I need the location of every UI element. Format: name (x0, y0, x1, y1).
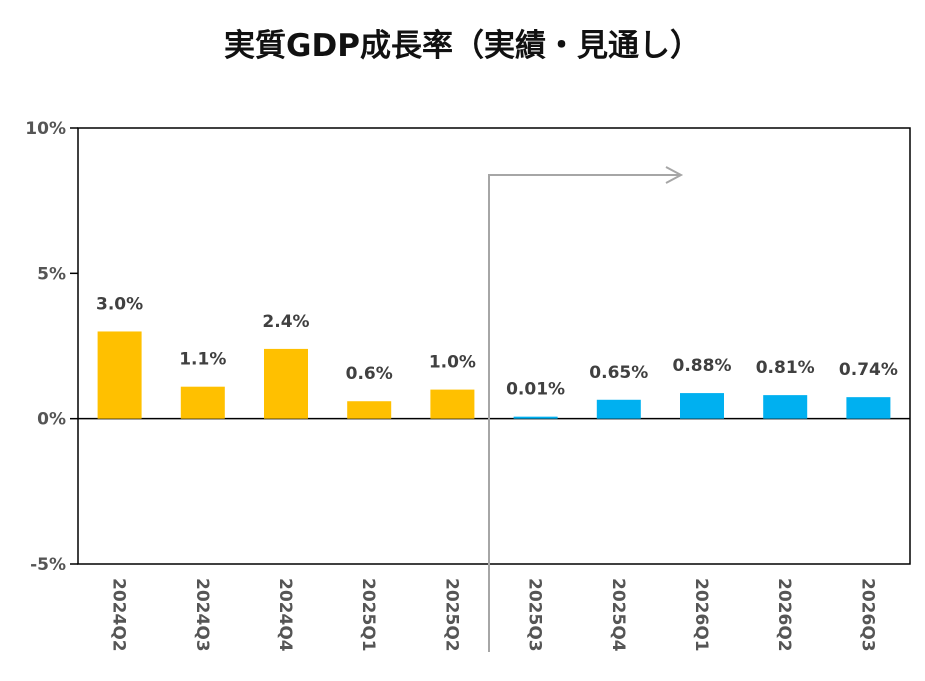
bar-2025Q1 (347, 401, 392, 419)
bar-2025Q4 (596, 399, 641, 419)
data-label: 0.6% (346, 364, 393, 384)
y-tick-label: 0% (37, 410, 66, 430)
data-label: 0.88% (673, 356, 732, 376)
y-tick-label: -5% (30, 555, 66, 575)
y-tick-label: 5% (37, 264, 66, 284)
x-tick-label: 2024Q3 (192, 578, 212, 652)
bar-2026Q3 (846, 397, 891, 419)
data-label: 0.01% (506, 380, 565, 400)
x-tick-label: 2024Q4 (275, 578, 295, 652)
data-label: 0.74% (839, 360, 898, 380)
x-tick-label: 2025Q3 (525, 578, 545, 652)
plot-frame (77, 127, 911, 565)
bar-2025Q2 (430, 389, 475, 419)
data-label: 1.1% (179, 350, 226, 370)
arrowhead-icon (665, 166, 684, 184)
x-tick-label: 2025Q1 (358, 578, 378, 652)
data-label: 0.65% (589, 363, 648, 383)
x-tick-label: 2026Q3 (857, 578, 877, 652)
forecast-arrow-line (488, 174, 680, 652)
x-tick-label: 2026Q2 (774, 578, 794, 652)
bar-2025Q3 (513, 416, 558, 419)
data-label: 1.0% (429, 353, 476, 373)
bar-2024Q3 (180, 386, 225, 419)
chart-title: 実質GDP成長率（実績・見通し） (224, 28, 701, 64)
x-tick-label: 2026Q1 (691, 578, 711, 652)
x-tick-label: 2024Q2 (109, 578, 129, 652)
bar-2024Q2 (97, 331, 142, 419)
x-tick-label: 2025Q2 (441, 578, 461, 652)
y-tick-label: 10% (25, 119, 66, 139)
data-label: 2.4% (262, 312, 309, 332)
data-label: 0.81% (756, 358, 815, 378)
bar-2026Q2 (763, 395, 808, 419)
data-label: 3.0% (96, 294, 143, 314)
x-tick-label: 2025Q4 (608, 578, 628, 652)
bar-2024Q4 (264, 348, 308, 419)
bar-2026Q1 (680, 393, 724, 419)
